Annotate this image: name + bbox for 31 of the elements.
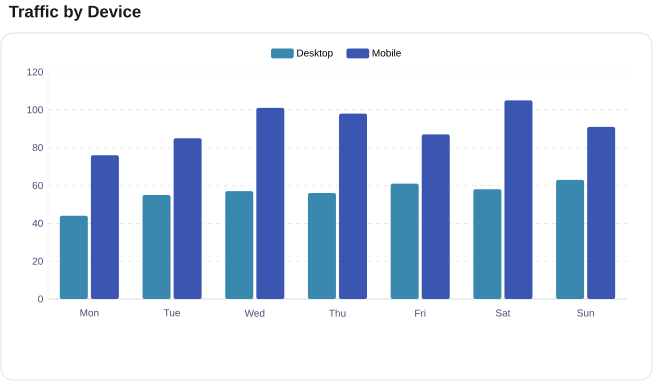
bar [142,194,171,299]
y-tick-label: 60 [32,182,43,190]
bar [90,155,119,299]
bar [504,100,532,299]
bar [390,184,419,299]
chart-title: Traffic by Device [8,5,141,21]
x-tick-label: Tue [164,309,180,316]
x-tick-label: Sun [577,309,594,316]
bar [339,114,368,299]
bar [225,191,254,299]
bar [587,126,616,299]
x-tick-label: Sat [496,309,510,316]
x-tick-label: Fri [415,309,426,317]
y-tick-label: 80 [32,144,43,152]
bar [556,180,584,299]
bar [422,134,450,299]
bar [256,108,284,299]
x-tick-label: Mon [80,309,98,316]
legend-label: Mobile [372,49,401,57]
y-tick-label: 0 [38,295,43,303]
bar [60,216,88,299]
bar [473,189,502,299]
legend-label: Desktop [297,49,333,59]
bar [174,138,202,299]
y-tick-label: 120 [27,68,43,76]
y-tick-label: 100 [27,106,43,114]
y-tick-label: 40 [32,220,43,227]
x-tick-label: Thu [329,309,346,317]
x-tick-label: Wed [244,309,264,317]
bar [308,193,336,299]
y-tick-label: 20 [32,258,43,265]
